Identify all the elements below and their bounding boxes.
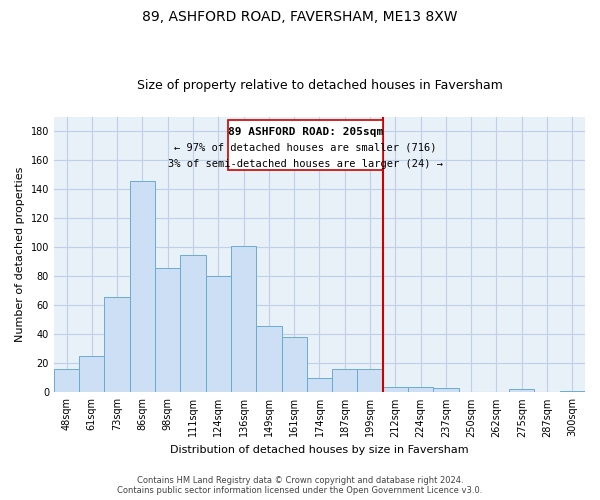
Y-axis label: Number of detached properties: Number of detached properties (15, 167, 25, 342)
Bar (307, 378, 332, 392)
Bar (433, 388, 458, 392)
Bar (231, 246, 256, 392)
Bar (155, 268, 181, 392)
Bar (560, 391, 585, 392)
Text: 89, ASHFORD ROAD, FAVERSHAM, ME13 8XW: 89, ASHFORD ROAD, FAVERSHAM, ME13 8XW (142, 10, 458, 24)
Text: Contains HM Land Registry data © Crown copyright and database right 2024.
Contai: Contains HM Land Registry data © Crown c… (118, 476, 482, 495)
Bar (358, 369, 383, 392)
Bar (54, 369, 79, 392)
Bar (130, 180, 155, 392)
Bar (206, 276, 231, 392)
Bar (281, 337, 307, 392)
Bar (256, 326, 281, 392)
Bar (104, 296, 130, 392)
Text: 89 ASHFORD ROAD: 205sqm: 89 ASHFORD ROAD: 205sqm (228, 127, 383, 137)
Text: 3% of semi-detached houses are larger (24) →: 3% of semi-detached houses are larger (2… (168, 159, 443, 169)
Bar (229, 120, 383, 170)
X-axis label: Distribution of detached houses by size in Faversham: Distribution of detached houses by size … (170, 445, 469, 455)
Bar (383, 386, 408, 392)
Title: Size of property relative to detached houses in Faversham: Size of property relative to detached ho… (137, 79, 502, 92)
Bar (509, 390, 535, 392)
Text: ← 97% of detached houses are smaller (716): ← 97% of detached houses are smaller (71… (174, 143, 437, 153)
Bar (332, 369, 358, 392)
Bar (79, 356, 104, 393)
Bar (408, 386, 433, 392)
Bar (181, 254, 206, 392)
